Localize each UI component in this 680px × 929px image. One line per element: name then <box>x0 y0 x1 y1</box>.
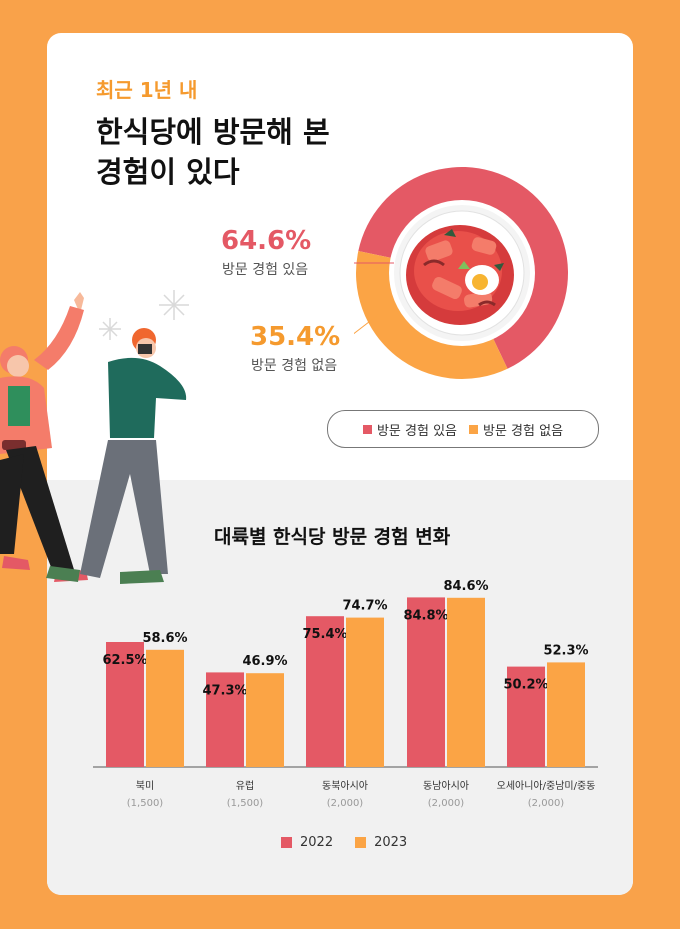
bar-northeast-asia-2023 <box>346 617 384 767</box>
legend-label-yes: 방문 경험 있음 <box>376 423 457 439</box>
eyebrow-text: 최근 1년 내 <box>96 78 198 102</box>
legend-item-no: 방문 경험 없음 <box>469 420 563 439</box>
bar-oceania-latam-mideast-2023 <box>547 662 585 767</box>
category-label-oceania-latam-mideast: 오세아니아/중남미/중동 <box>497 780 596 792</box>
man-figure <box>46 328 187 584</box>
pie-chart <box>354 166 568 379</box>
bar-southeast-asia-2023 <box>447 597 485 767</box>
data-label-northeast-asia-2022: 75.4% <box>302 627 347 642</box>
bar-legend-swatch-2022 <box>281 837 292 848</box>
camera-icon <box>138 344 152 354</box>
data-label-northeast-asia-2023: 74.7% <box>342 599 387 614</box>
data-label-north-america-2022: 62.5% <box>102 653 147 668</box>
bar-northeast-asia-2022 <box>306 616 344 767</box>
data-label-southeast-asia-2023: 84.6% <box>443 579 488 594</box>
bar-north-america-2023 <box>146 649 184 767</box>
legend-swatch-orange <box>469 424 478 434</box>
woman-figure <box>0 292 88 582</box>
bar-chart-title: 대륙별 한식당 방문 경험 변화 <box>214 526 451 548</box>
bar-legend-item-2023: 2023 <box>355 835 407 850</box>
bar-chart: 62.5% 58.6% 북미 (1,500) 47.3% 46.9% 유럽 (1,500) 75… <box>93 579 598 809</box>
data-label-oceania-latam-mideast-2023: 52.3% <box>543 643 588 658</box>
category-sample-southeast-asia: (2,000) <box>428 798 465 809</box>
bar-oceania-latam-mideast-2022 <box>507 666 545 767</box>
legend-label-no: 방문 경험 없음 <box>483 423 564 439</box>
bar-legend-swatch-2023 <box>355 837 367 848</box>
bar-legend-label-2022: 2022 <box>300 835 334 850</box>
category-sample-north-america: (1,500) <box>127 798 164 809</box>
bar-north-america-2022 <box>106 642 144 767</box>
legend-item-yes: 방문 경험 있음 <box>362 420 457 439</box>
pie-percent-yes: 64.6% <box>221 226 312 256</box>
pie-legend: 방문 경험 있음 방문 경험 없음 <box>327 410 599 448</box>
pie-callout-line-orange <box>354 314 379 335</box>
sparkle-icon <box>99 290 189 340</box>
bar-europe-2022 <box>206 672 244 767</box>
pie-label-yes: 방문 경험 있음 <box>222 262 309 278</box>
data-label-oceania-latam-mideast-2022: 50.2% <box>503 678 548 693</box>
page-title: 한식당에 방문해 본 경험이 있다 <box>96 115 330 189</box>
bar-southeast-asia-2022 <box>407 597 445 767</box>
category-sample-europe: (1,500) <box>227 798 264 809</box>
data-label-europe-2022: 47.3% <box>202 683 247 698</box>
pie-percent-no: 35.4% <box>250 322 341 352</box>
legend-swatch-red <box>362 424 372 434</box>
category-label-southeast-asia: 동남아시아 <box>423 780 469 792</box>
pie-label-no: 방문 경험 없음 <box>251 358 338 374</box>
category-label-northeast-asia: 동북아시아 <box>322 780 368 792</box>
bar-europe-2023 <box>246 673 284 767</box>
tourists-illustration <box>0 290 189 584</box>
category-sample-northeast-asia: (2,000) <box>327 798 364 809</box>
data-label-southeast-asia-2022: 84.8% <box>403 608 448 623</box>
data-label-north-america-2023: 58.6% <box>142 631 187 646</box>
category-sample-oceania-latam-mideast: (2,000) <box>528 798 565 809</box>
category-label-europe: 유럽 <box>236 780 254 792</box>
bar-legend-item-2022: 2022 <box>281 835 333 850</box>
data-label-europe-2023: 46.9% <box>242 654 287 669</box>
bar-legend: 2022 2023 <box>281 835 407 850</box>
bar-legend-label-2023: 2023 <box>374 835 408 850</box>
tteokbokki-bowl-illustration <box>394 205 530 341</box>
category-label-north-america: 북미 <box>136 780 154 792</box>
